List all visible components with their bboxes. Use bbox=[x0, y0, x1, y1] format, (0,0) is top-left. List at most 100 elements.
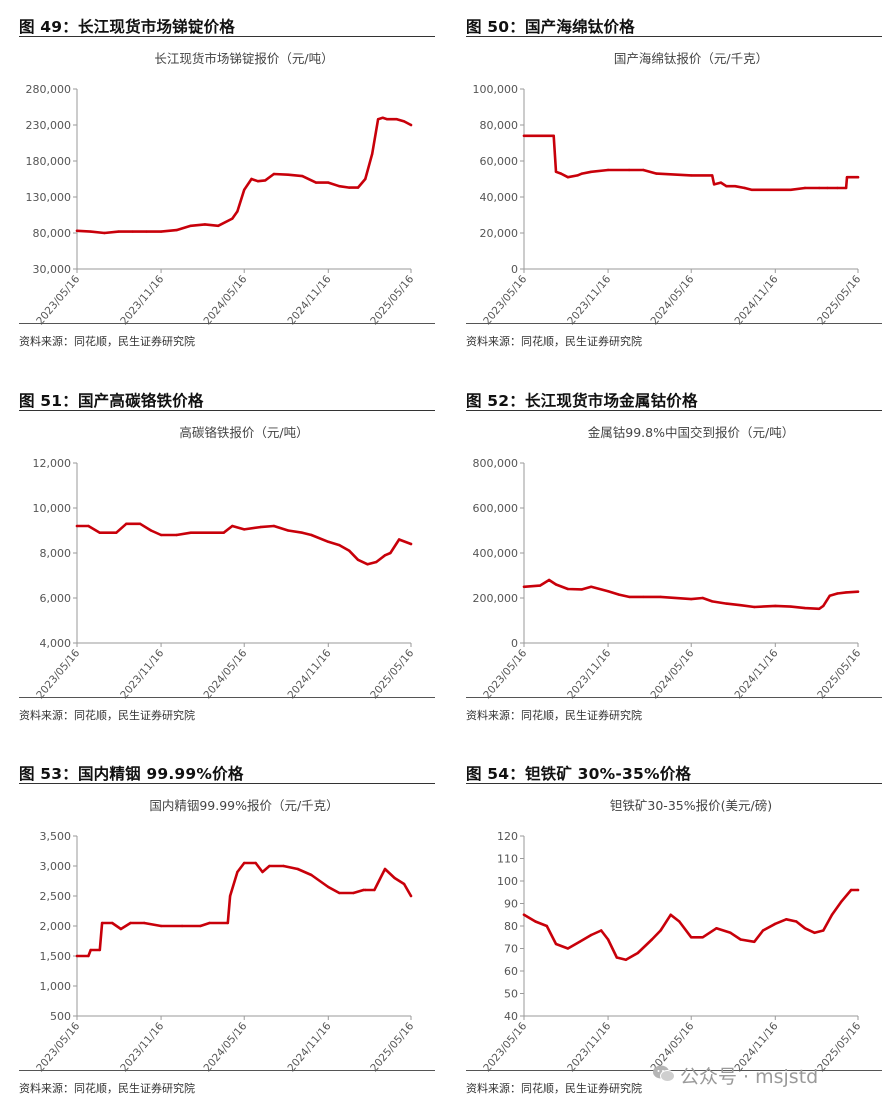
y-tick-label: 3,000 bbox=[40, 860, 72, 873]
y-tick-label: 80,000 bbox=[33, 227, 72, 240]
data-point bbox=[844, 591, 848, 594]
data-point bbox=[729, 931, 732, 934]
data-point bbox=[338, 185, 341, 188]
x-tick-label: 2023/11/16 bbox=[565, 273, 613, 327]
data-point bbox=[659, 595, 662, 599]
data-point bbox=[261, 870, 264, 874]
data-point bbox=[826, 186, 829, 190]
y-tick-label: 1,000 bbox=[40, 980, 72, 993]
source-note: 资料来源：同花顺，民生证券研究院 bbox=[19, 709, 195, 722]
source-rule bbox=[19, 697, 435, 698]
x-tick-label: 2023/05/16 bbox=[34, 647, 82, 701]
data-point bbox=[715, 927, 718, 930]
source-rule bbox=[466, 1070, 882, 1071]
data-point bbox=[301, 531, 304, 534]
y-tick-label: 400,000 bbox=[473, 547, 519, 560]
data-point bbox=[606, 938, 610, 941]
figure-panel-50: 图 50：国产海绵钛价格 国产海绵钛报价（元/千克） 100,000 80,000 6… bbox=[466, 15, 884, 355]
series-line bbox=[75, 861, 413, 958]
data-point bbox=[795, 920, 798, 923]
data-point bbox=[175, 533, 178, 537]
source-rule bbox=[19, 323, 435, 324]
chart-title: 高碳铬铁报价（元/吨） bbox=[179, 425, 308, 440]
data-point bbox=[580, 588, 584, 591]
data-point bbox=[189, 224, 192, 227]
y-tick-label: 40 bbox=[504, 1010, 518, 1023]
data-point bbox=[552, 134, 555, 137]
data-point bbox=[199, 924, 202, 928]
data-point bbox=[743, 186, 746, 190]
y-tick-label: 100,000 bbox=[473, 83, 519, 96]
data-point bbox=[338, 543, 341, 547]
y-tick-label: 130,000 bbox=[26, 191, 72, 204]
data-point bbox=[774, 188, 777, 191]
data-point bbox=[554, 583, 558, 586]
y-tick-label: 1,500 bbox=[40, 950, 72, 963]
data-point bbox=[89, 948, 92, 952]
y-tick-label: 0 bbox=[511, 637, 518, 650]
data-point bbox=[554, 942, 558, 946]
source-note: 资料来源：同花顺，民生证券研究院 bbox=[19, 335, 195, 348]
data-point bbox=[655, 172, 658, 175]
data-point bbox=[175, 228, 178, 232]
y-tick-label: 230,000 bbox=[26, 119, 72, 132]
x-tick-label: 2025/05/16 bbox=[815, 1020, 863, 1074]
x-tick-label: 2024/11/16 bbox=[285, 1020, 333, 1074]
data-point bbox=[566, 947, 570, 950]
data-point bbox=[789, 188, 792, 191]
data-point bbox=[282, 864, 285, 868]
data-point bbox=[712, 183, 716, 186]
data-point bbox=[75, 524, 79, 528]
data-point bbox=[733, 185, 737, 188]
data-point bbox=[690, 597, 693, 601]
y-tick-label: 8,000 bbox=[40, 547, 72, 560]
chart-title: 长江现货市场锑锭报价（元/吨） bbox=[154, 51, 333, 66]
data-point bbox=[538, 584, 542, 587]
y-tick-label: 60 bbox=[504, 965, 518, 978]
data-point bbox=[236, 210, 239, 213]
x-tick-label: 2024/05/16 bbox=[201, 1020, 249, 1074]
data-point bbox=[545, 924, 548, 928]
line-chart: 钽铁矿30-35%报价(美元/磅)12011010090807060504020… bbox=[481, 798, 863, 1074]
data-point bbox=[264, 179, 267, 182]
data-point bbox=[356, 558, 360, 561]
data-point bbox=[522, 585, 526, 588]
data-point bbox=[231, 524, 234, 528]
data-point bbox=[100, 921, 104, 925]
data-point bbox=[627, 168, 631, 172]
data-point bbox=[373, 888, 376, 892]
data-point bbox=[203, 223, 207, 226]
y-tick-label: 60,000 bbox=[480, 155, 519, 168]
data-point bbox=[739, 938, 742, 941]
chart-title: 金属钴99.8%中国交到报价（元/吨） bbox=[588, 425, 794, 440]
y-tick-label: 10,000 bbox=[33, 502, 72, 515]
data-point bbox=[228, 894, 232, 898]
data-point bbox=[376, 118, 380, 121]
y-tick-label: 80 bbox=[504, 920, 518, 933]
data-point bbox=[115, 531, 118, 534]
data-point bbox=[375, 560, 378, 564]
chart-title: 国产海绵钛报价（元/千克） bbox=[614, 51, 768, 66]
data-point bbox=[286, 173, 290, 176]
data-point bbox=[348, 549, 351, 552]
x-tick-label: 2025/05/16 bbox=[368, 1020, 416, 1074]
data-point bbox=[243, 528, 246, 531]
data-point bbox=[844, 186, 848, 190]
figure-panel-52: 图 52：长江现货市场金属钴价格 金属钴99.8%中国交到报价（元/吨） 800,… bbox=[466, 389, 884, 729]
series-line bbox=[522, 888, 860, 962]
data-point bbox=[75, 229, 79, 232]
title-rule bbox=[19, 783, 435, 784]
data-point bbox=[856, 590, 860, 593]
figure-panel-49: 图 49：长江现货市场锑锭价格 长江现货市场锑锭报价（元/吨） 280,000 23… bbox=[19, 15, 437, 355]
figure-title: 图 50：国产海绵钛价格 bbox=[466, 18, 635, 36]
data-point bbox=[125, 522, 128, 525]
y-tick-label: 800,000 bbox=[473, 457, 519, 470]
data-point bbox=[402, 120, 406, 123]
data-point bbox=[739, 604, 742, 607]
x-tick-label: 2023/05/16 bbox=[481, 1020, 529, 1074]
data-point bbox=[813, 931, 816, 934]
data-point bbox=[310, 873, 313, 877]
data-point bbox=[522, 134, 526, 137]
data-point bbox=[822, 929, 825, 932]
y-tick-label: 180,000 bbox=[26, 155, 72, 168]
